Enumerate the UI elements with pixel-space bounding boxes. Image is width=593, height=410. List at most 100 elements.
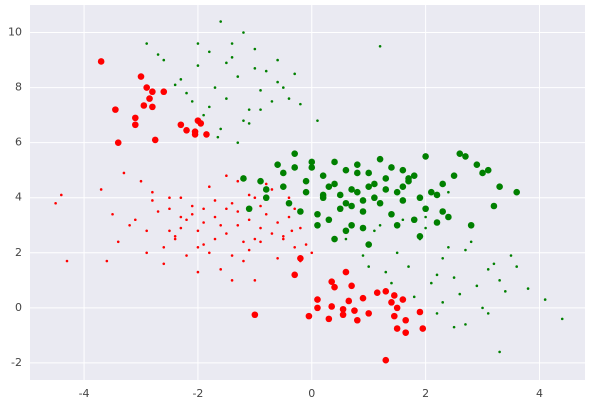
point [179,226,183,230]
point [225,174,228,178]
point [194,117,202,124]
point [196,229,200,233]
point [382,288,390,295]
point [236,210,240,213]
point [253,47,257,51]
x-tick-label: -2 [192,387,203,400]
point [325,315,333,323]
point [270,232,274,235]
point [328,278,335,286]
point [328,303,335,310]
point [428,188,435,196]
point [105,259,109,263]
point [515,265,518,268]
point [371,194,378,202]
point [287,196,291,200]
point [225,207,228,211]
point [469,240,473,244]
point [393,188,401,196]
point [490,202,498,210]
point [219,20,222,23]
point [149,88,156,96]
point [435,312,439,315]
point [242,240,245,244]
point [140,102,148,109]
point [498,350,501,354]
point [190,212,194,216]
point [240,175,247,182]
point [203,131,210,138]
point [179,196,183,200]
point [365,169,372,177]
point [151,199,154,202]
point [196,245,200,249]
point [287,215,291,219]
point [276,58,279,62]
y-tick-label: -2 [11,356,22,369]
point [293,207,296,211]
point [342,166,350,174]
point [452,325,456,329]
point [251,311,259,319]
point [270,188,274,191]
point [291,164,298,171]
point [60,193,63,197]
point [151,190,154,194]
point [367,265,370,268]
point [407,265,410,268]
y-tick-label: 10 [8,26,22,39]
point [354,188,361,196]
point [473,161,481,168]
point [242,119,245,122]
point [112,106,119,113]
point [314,304,321,312]
point [143,84,150,91]
point [479,169,486,177]
point [236,223,240,227]
point [441,257,444,260]
point [464,323,467,326]
point [331,235,338,243]
point [139,179,143,183]
point [382,175,390,182]
point [257,177,264,185]
point [365,241,372,248]
point [177,121,185,129]
point [116,240,120,244]
point [402,316,409,324]
point [173,83,177,87]
point [373,289,381,297]
point [348,221,355,229]
point [384,270,388,274]
point [342,227,350,235]
point [247,218,251,222]
point [242,259,245,263]
point [274,161,281,168]
point [293,72,296,76]
point [185,254,188,257]
point [151,136,159,144]
point [452,276,456,279]
point [447,245,450,249]
point [97,58,105,65]
point [316,119,319,122]
point [365,310,372,317]
point [208,185,211,189]
point [293,245,296,249]
point [225,97,228,100]
point [162,245,166,249]
point [331,283,338,291]
point [276,257,279,260]
point [336,191,344,199]
point [236,141,240,144]
point [339,305,347,313]
x-tick-label: -4 [79,387,90,400]
point [253,67,257,70]
point [213,237,217,241]
point [236,75,240,78]
point [247,248,251,252]
point [280,169,287,177]
point [128,223,131,227]
